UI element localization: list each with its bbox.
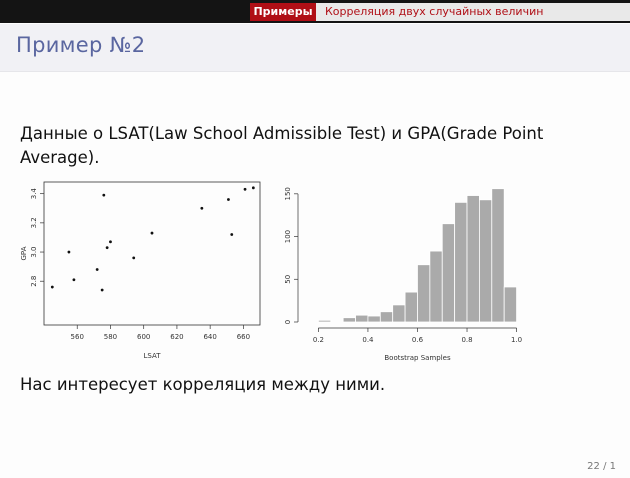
x-tick-label: 560 [71,333,84,341]
histogram-bar [454,201,468,323]
y-tick-label: 3.2 [30,217,38,228]
frame-title: Пример №2 [16,33,146,57]
data-point [132,256,136,260]
histogram-bar [342,317,356,323]
histogram-bar [429,250,443,323]
histogram-bar [367,315,381,323]
data-point [67,250,71,254]
data-point [251,186,255,190]
data-point [100,288,104,292]
data-point [72,278,76,282]
y-tick-label: 3.0 [30,246,38,257]
histogram-bar [355,314,369,323]
histogram-bar [466,195,480,323]
plot-frame [43,181,261,326]
histogram-bar [417,264,431,323]
histogram-bar [317,319,332,323]
x-axis-label: LSAT [144,352,162,360]
histogram-bar [491,188,505,323]
x-tick-label: 0.6 [412,336,424,344]
histogram-bar [503,286,517,323]
histogram-bar [479,199,493,323]
x-axis-label: Bootstrap Samples [384,354,451,362]
x-tick-label: 600 [137,333,150,341]
top-navigation-bar: Примеры Корреляция двух случайных величи… [0,0,630,23]
y-tick-label: 100 [284,230,292,243]
data-point [109,240,112,244]
frame-title-bar: Пример №2 [0,24,630,72]
x-tick-label: 0.8 [461,336,472,344]
y-tick-label: 2.8 [30,276,38,287]
bootstrap-histogram: 0.2 0.4 0.6 0.8 1.0 0 50 100 150 Bootstrap Sample… [284,187,522,362]
data-point [230,233,234,236]
slide-body-text: Данные о LSAT(Law School Admissible Test… [20,124,544,167]
histogram-bar [404,291,418,323]
data-point [150,231,154,235]
x-tick-label: 0.2 [313,336,324,344]
x-tick-label: 0.4 [362,336,374,344]
y-tick-label: 3.4 [30,188,38,200]
x-tick-label: 640 [203,333,216,341]
data-point [243,187,247,191]
data-point [50,285,54,289]
y-axis-label: GPA [20,246,28,260]
data-point [102,193,106,197]
histogram-bar [392,304,406,323]
x-tick-label: 620 [170,333,183,341]
x-tick-label: 1.0 [511,336,522,344]
question-text: Нас интересует корреляция между ними. [20,375,386,394]
data-point [227,198,230,201]
histogram-bar [379,311,394,323]
x-tick-label: 660 [237,333,250,341]
lsat-gpa-scatter-plot: 560 580 600 620 640 660 2.8 3.0 3.2 3.4 LSAT GPA [20,181,261,360]
nav-subsection-correlation[interactable]: Корреляция двух случайных величин [316,3,630,21]
histogram-bar [441,223,456,323]
y-tick-label: 0 [284,320,292,324]
nav-section-examples[interactable]: Примеры [250,3,316,21]
data-point [105,246,109,250]
x-tick-label: 580 [104,333,117,341]
y-tick-label: 150 [284,187,292,200]
y-tick-label: 50 [284,275,292,284]
page-number: 22 / 1 [587,461,616,472]
data-point [95,268,99,271]
data-point [200,206,204,210]
